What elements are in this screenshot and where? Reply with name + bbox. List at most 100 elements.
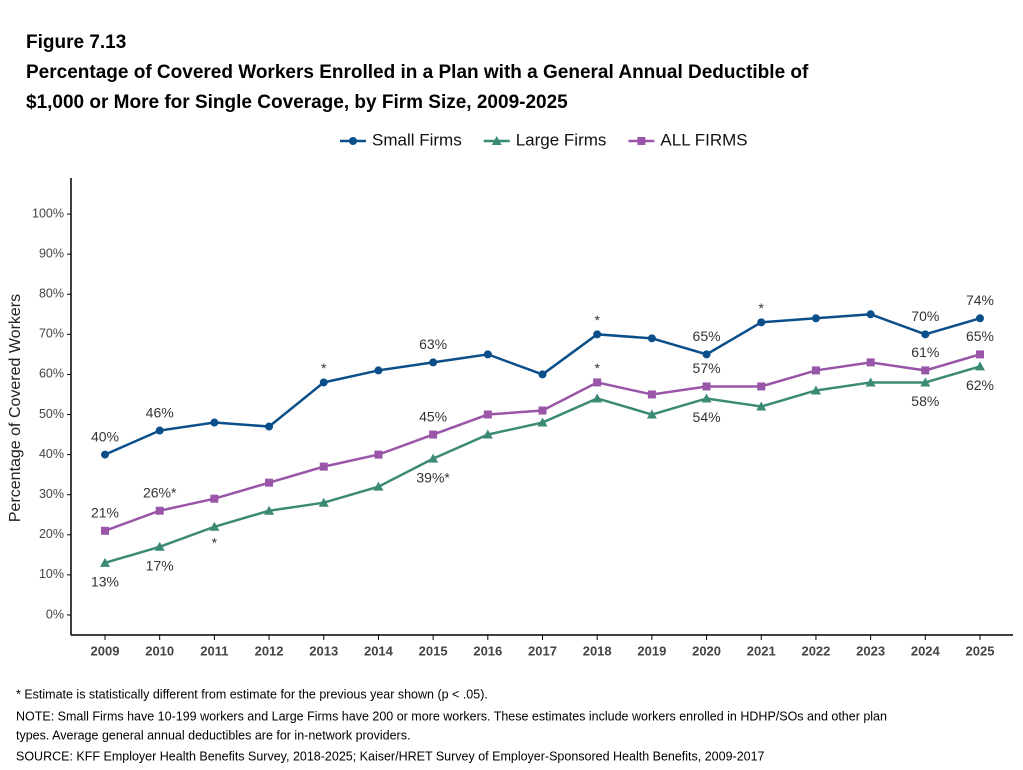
value-label: 58%	[911, 393, 939, 409]
point	[537, 417, 548, 427]
note: * Estimate is statistically different fr…	[16, 687, 488, 701]
value-label: 17%	[146, 558, 174, 574]
chart-title: Percentage of Covered Workers Enrolled i…	[26, 62, 809, 83]
x-tick-label: 2022	[801, 643, 830, 658]
point	[155, 506, 164, 515]
point	[374, 450, 383, 459]
value-label: 70%	[911, 308, 939, 324]
point	[593, 378, 602, 387]
point	[702, 382, 711, 391]
value-label: *	[212, 534, 218, 550]
point	[647, 334, 656, 343]
point	[319, 378, 328, 387]
point	[209, 521, 220, 531]
value-label: *	[321, 360, 327, 376]
value-label: 39%*	[416, 469, 450, 485]
point	[538, 406, 547, 415]
point	[538, 370, 547, 379]
y-axis-label: Percentage of Covered Workers	[7, 294, 24, 522]
point	[155, 426, 164, 435]
point	[373, 481, 384, 491]
legend-label: ALL FIRMS	[660, 130, 747, 149]
value-label: 74%	[966, 292, 994, 308]
point	[865, 377, 876, 387]
y-tick-label: 100%	[32, 206, 64, 220]
x-tick-label: 2019	[637, 643, 666, 658]
series: 21% 26%* 45% * 57% 61% 65%	[91, 328, 994, 535]
point	[702, 350, 711, 359]
value-label: 63%	[419, 336, 447, 352]
point	[976, 350, 984, 359]
y-tick-label: 10%	[39, 567, 64, 581]
point	[647, 390, 656, 399]
series: 40% 46% * 63% * 65% * 70% 74%	[91, 292, 994, 459]
point	[811, 366, 820, 375]
y-tick-label: 80%	[39, 287, 64, 301]
value-label: 45%	[419, 408, 447, 424]
point	[975, 361, 985, 371]
value-label: 26%*	[143, 484, 177, 500]
y-tick-label: 50%	[39, 407, 64, 421]
x-tick-label: 2013	[309, 643, 338, 658]
x-tick-label: 2018	[583, 643, 612, 658]
x-tick-label: 2011	[200, 643, 228, 658]
point	[810, 385, 821, 395]
x-tick-label: 2016	[473, 643, 502, 658]
point	[100, 557, 110, 567]
point	[637, 137, 646, 145]
point	[866, 358, 875, 367]
y-tick-label: 30%	[39, 487, 64, 501]
chart-title: $1,000 or More for Single Coverage, by F…	[26, 92, 568, 113]
value-label: *	[594, 312, 600, 328]
point	[976, 314, 984, 323]
point	[154, 541, 165, 551]
point	[374, 366, 383, 375]
value-label: *	[759, 300, 765, 316]
point	[210, 494, 219, 503]
point	[811, 314, 820, 323]
point	[101, 450, 109, 459]
point	[429, 358, 438, 367]
point	[757, 382, 766, 391]
point	[349, 137, 357, 145]
value-label: 13%	[91, 574, 119, 590]
note: NOTE: Small Firms have 10-199 workers an…	[16, 709, 887, 723]
value-label: 21%	[91, 504, 119, 520]
x-tick-label: 2009	[91, 643, 120, 658]
point	[592, 393, 603, 403]
point	[265, 422, 274, 431]
y-tick-label: 70%	[39, 327, 64, 341]
series: 13% 17% * 39%* 54% 58% 62%	[91, 361, 994, 590]
x-tick-label: 2025	[966, 643, 995, 658]
point	[210, 418, 219, 427]
value-label: 62%	[966, 377, 994, 393]
x-tick-label: 2017	[528, 643, 557, 658]
point	[491, 136, 502, 145]
note: types. Average general annual deductible…	[16, 728, 410, 742]
point	[646, 409, 657, 419]
point	[264, 505, 275, 515]
point	[921, 366, 930, 375]
value-label: 54%	[693, 409, 721, 425]
x-tick-label: 2012	[255, 643, 284, 658]
figure-label: Figure 7.13	[26, 32, 126, 53]
point	[483, 410, 492, 419]
x-tick-label: 2023	[856, 643, 885, 658]
value-label: *	[594, 360, 600, 376]
point	[482, 429, 493, 439]
x-tick-label: 2024	[911, 643, 941, 658]
x-tick-label: 2020	[692, 643, 721, 658]
y-tick-label: 0%	[46, 607, 64, 621]
point	[593, 330, 602, 339]
legend-label: Small Firms	[372, 130, 462, 149]
point	[483, 350, 492, 359]
point	[701, 393, 712, 403]
value-label: 65%	[693, 328, 721, 344]
value-label: 40%	[91, 428, 119, 444]
point	[920, 377, 931, 387]
y-tick-label: 90%	[39, 246, 64, 260]
point	[101, 526, 109, 535]
point	[265, 478, 274, 487]
point	[756, 401, 767, 411]
y-tick-label: 40%	[39, 447, 64, 461]
